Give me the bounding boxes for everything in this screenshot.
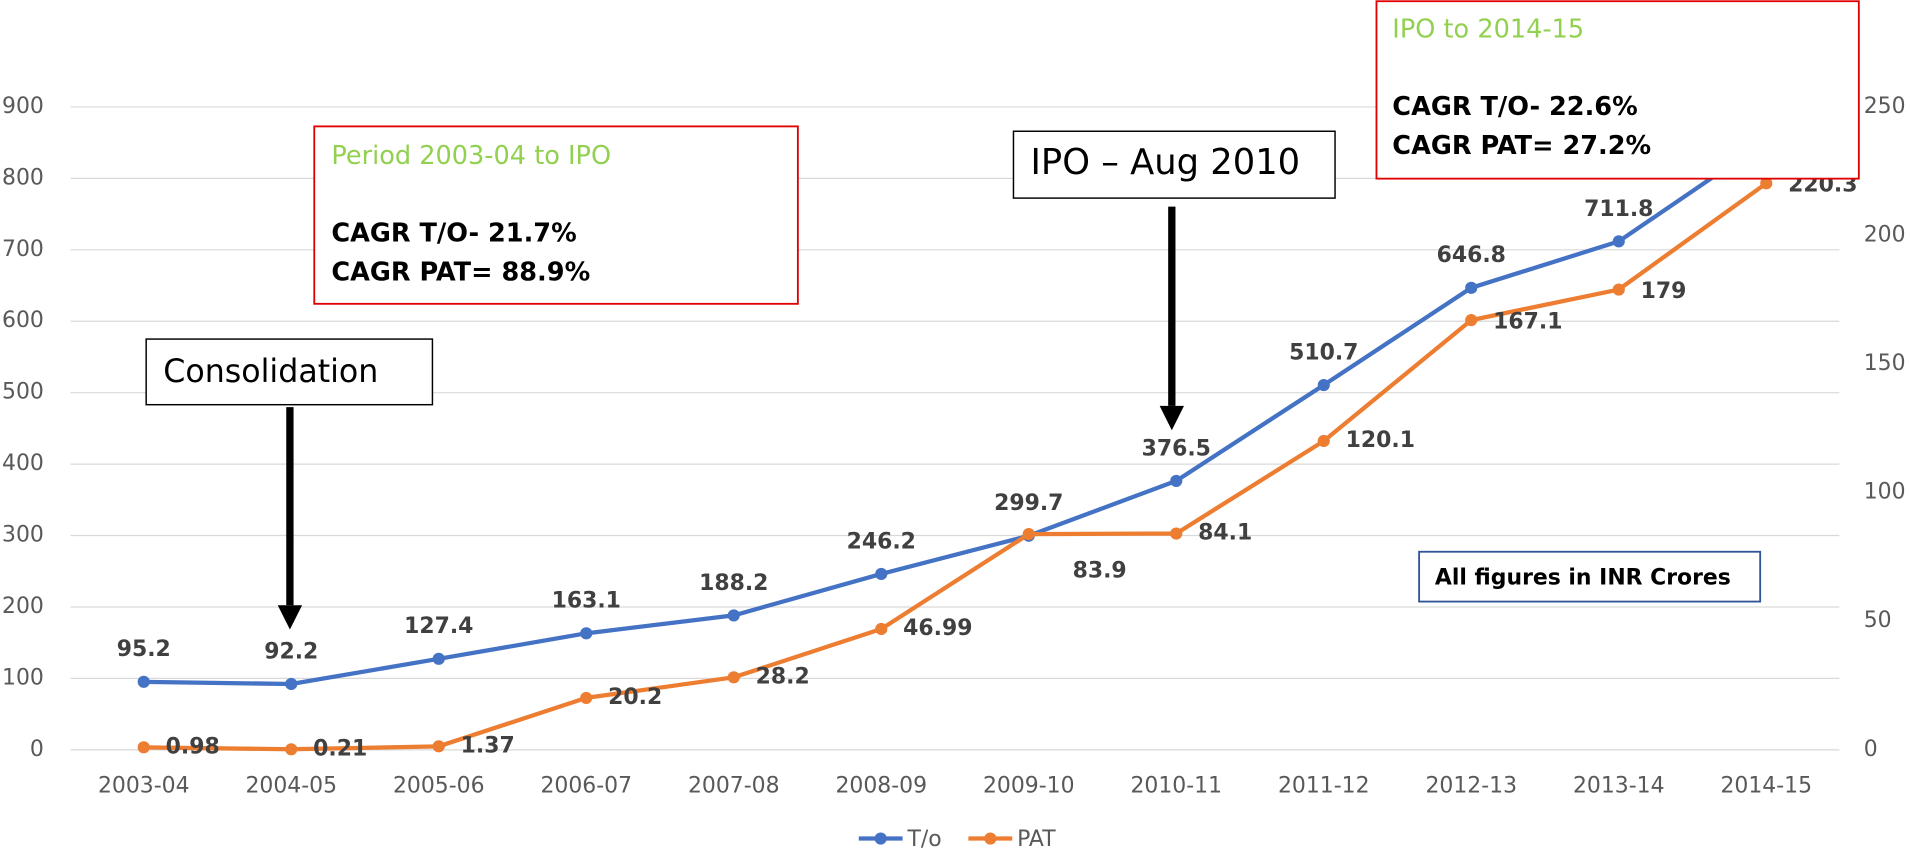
point	[1022, 528, 1035, 541]
x-tick-label: 2010-11	[1130, 773, 1222, 798]
consolidation-box	[145, 338, 434, 406]
data-label: 510.7	[1289, 340, 1358, 365]
point	[1612, 283, 1625, 296]
x-tick-label: 2003-04	[98, 773, 190, 798]
x-tick-label: 2009-10	[983, 773, 1075, 798]
legend-marker	[984, 832, 997, 845]
data-label: 83.9	[1073, 559, 1127, 584]
x-tick-label: 2008-09	[835, 773, 927, 798]
x-tick-label: 2013-14	[1573, 773, 1665, 798]
point	[1317, 434, 1330, 448]
series-line	[143, 139, 1768, 687]
data-label: 188.2	[699, 571, 768, 596]
arrow-head	[277, 605, 303, 630]
ipo-line: CAGR T/O- 22.6%	[1392, 92, 1637, 122]
period-line: CAGR T/O- 21.7%	[331, 219, 576, 249]
point	[137, 741, 150, 754]
y-tick-label: 200	[2, 594, 44, 619]
period-line: CAGR PAT= 88.9%	[331, 257, 590, 287]
data-label: 711.8	[1584, 197, 1653, 222]
point	[137, 675, 150, 688]
period-title: Period 2003-04 to IPO	[331, 141, 611, 171]
arrow-head	[1159, 405, 1185, 431]
point	[1465, 281, 1478, 294]
ipo-title: IPO to 2014-15	[1392, 14, 1584, 44]
point	[875, 567, 888, 581]
data-label: 163.1	[552, 589, 621, 614]
legend-label: T/o	[906, 827, 941, 852]
legend-label: PAT	[1017, 827, 1056, 852]
y-tick-label: 700	[2, 237, 44, 262]
series-line	[143, 181, 1768, 752]
consolidation-text: Consolidation	[163, 354, 378, 390]
y-tick-label: 900	[2, 94, 44, 119]
y2-tick-label: 0	[1864, 737, 1878, 762]
ipo-text: IPO – Aug 2010	[1031, 142, 1301, 183]
ipo-box	[1375, 0, 1860, 180]
point	[1317, 378, 1330, 392]
data-label: 167.1	[1493, 310, 1562, 335]
data-label: 0.21	[313, 736, 367, 761]
legend-marker	[874, 832, 887, 845]
y-tick-label: 100	[2, 665, 44, 690]
data-label: 127.4	[404, 614, 473, 639]
point	[580, 627, 593, 640]
data-label: 376.5	[1142, 436, 1211, 461]
legend-item: PAT	[968, 827, 1056, 852]
point	[580, 691, 593, 704]
point	[1170, 474, 1183, 487]
period-box	[313, 125, 799, 305]
units-text: All figures in INR Crores	[1435, 565, 1731, 590]
x-tick-label: 2011-12	[1278, 773, 1370, 798]
point	[432, 652, 445, 665]
x-tick-label: 2012-13	[1425, 773, 1517, 798]
y-tick-label: 600	[2, 308, 44, 333]
units-box	[1418, 550, 1762, 603]
data-label: 92.2	[264, 639, 318, 664]
x-tick-label: 2005-06	[393, 773, 485, 798]
x-tick-label: 2006-07	[540, 773, 632, 798]
y2-tick-label: 150	[1864, 351, 1906, 376]
x-tick-label: 2004-05	[245, 773, 337, 798]
point	[432, 740, 445, 753]
y-tick-label: 800	[2, 165, 44, 190]
data-label: 1.37	[461, 733, 515, 758]
y-tick-label: 400	[2, 451, 44, 476]
y2-tick-label: 250	[1864, 94, 1906, 119]
data-label: 20.2	[608, 685, 662, 710]
data-label: 84.1	[1198, 521, 1252, 546]
data-label: 299.7	[994, 491, 1063, 516]
point	[285, 677, 298, 691]
y2-tick-label: 100	[1864, 480, 1906, 505]
point	[285, 743, 298, 756]
point	[1612, 235, 1625, 248]
y-tick-label: 300	[2, 523, 44, 548]
point	[875, 622, 888, 636]
y-tick-label: 500	[2, 380, 44, 405]
data-label: 246.2	[847, 529, 916, 554]
point	[1170, 527, 1183, 540]
legend-item: T/o	[858, 827, 942, 852]
ipo-line: CAGR PAT= 27.2%	[1392, 131, 1651, 161]
data-label: 28.2	[756, 664, 810, 689]
data-label: 0.98	[166, 734, 220, 759]
point	[1760, 177, 1773, 190]
data-label: 95.2	[117, 637, 171, 662]
y-tick-label: 0	[30, 737, 44, 762]
point	[727, 609, 740, 622]
x-tick-label: 2014-15	[1720, 773, 1812, 798]
data-label: 179	[1641, 279, 1687, 304]
ipo-callout	[1012, 130, 1336, 199]
point	[1465, 314, 1478, 327]
data-label: 646.8	[1437, 243, 1506, 268]
point	[727, 671, 740, 684]
y2-tick-label: 200	[1864, 223, 1906, 248]
y2-tick-label: 50	[1864, 608, 1892, 633]
data-label: 46.99	[903, 616, 972, 641]
data-label: 120.1	[1346, 428, 1415, 453]
marks: 95.2 92.2 127.4 163.1 188.2 246.2 299.7 376.5 51…	[117, 96, 1858, 761]
x-tick-label: 2007-08	[688, 773, 780, 798]
